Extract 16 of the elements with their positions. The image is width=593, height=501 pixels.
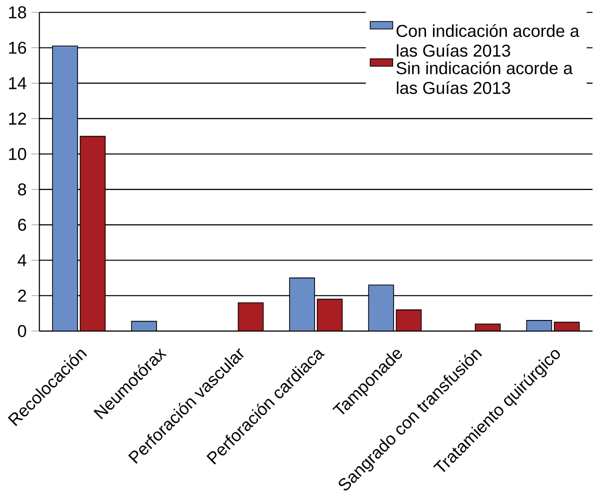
bar [80, 136, 106, 331]
y-tick-label: 6 [18, 218, 26, 231]
y-tick-label: 2 [18, 290, 26, 302]
y-tick-label: 0 [18, 324, 26, 338]
y-tick-label: 10 [9, 148, 26, 160]
legend-label: Con indicación acorde a las Guías 2013 [396, 24, 580, 57]
y-tick-label: 16 [9, 42, 26, 54]
legend-label: Sin indicación acorde a las Guías 2013 [396, 61, 573, 94]
y-tick-label: 8 [18, 183, 26, 196]
y-tick-label: 14 [9, 77, 26, 90]
y-tick-label: 12 [9, 112, 26, 125]
bar [316, 298, 343, 331]
bar [396, 309, 422, 331]
y-tick-label: 4 [18, 254, 26, 266]
y-tick-label: 18 [9, 6, 26, 18]
bar [238, 302, 264, 331]
